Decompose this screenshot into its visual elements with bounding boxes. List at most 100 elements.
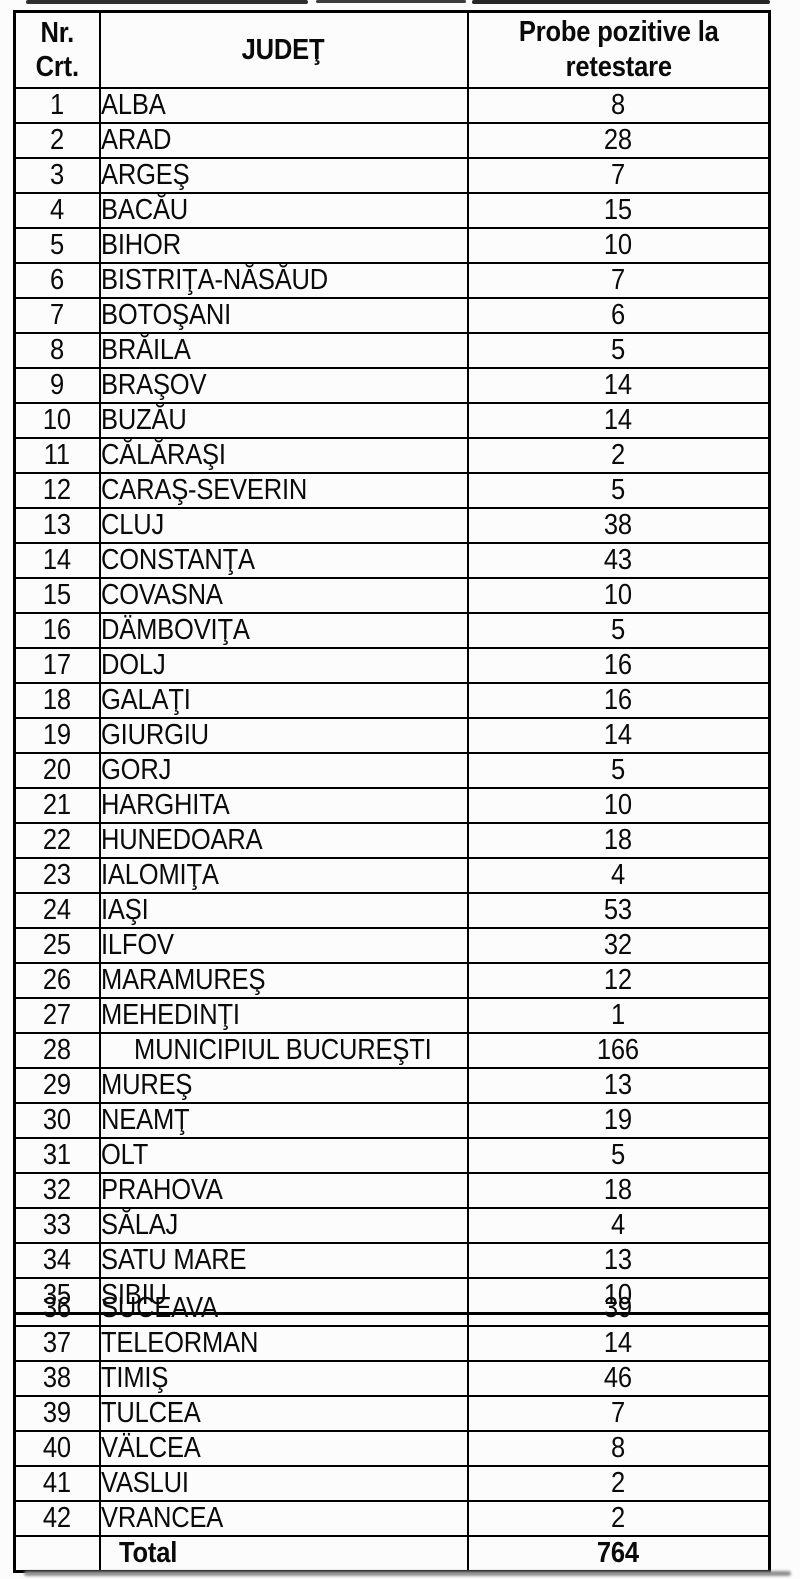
table-row: 2 ARAD 28 bbox=[13, 122, 771, 159]
table-row: 20 GORJ 5 bbox=[13, 752, 771, 789]
positive-count: 14 bbox=[604, 404, 633, 436]
county-cell: IALOMIŢA bbox=[98, 857, 469, 894]
positive-count: 14 bbox=[604, 719, 633, 751]
counties-table-part2: 36 SUCEAVA 39 37 TELEORMAN 14 38 TIMIŞ 46 39 TULCE… bbox=[13, 1292, 771, 1573]
county-cell: BACĂU bbox=[98, 192, 469, 229]
positive-count: 4 bbox=[611, 1209, 626, 1241]
value-cell: 10 bbox=[466, 787, 771, 824]
row-number-cell: 36 bbox=[13, 1292, 101, 1327]
header-row: Nr. Crt. JUDEŢ Probe pozitive la retesta… bbox=[13, 10, 771, 89]
county-cell: MEHEDINŢI bbox=[98, 997, 469, 1034]
row-number: 34 bbox=[43, 1244, 72, 1276]
row-number-cell: 6 bbox=[13, 262, 101, 299]
county-cell: HARGHITA bbox=[98, 787, 469, 824]
value-cell: 15 bbox=[466, 192, 771, 229]
positive-count: 10 bbox=[604, 789, 633, 821]
positive-count: 7 bbox=[611, 159, 626, 191]
county-name: MEHEDINŢI bbox=[100, 999, 240, 1031]
row-number-cell: 23 bbox=[13, 857, 101, 894]
positive-count: 5 bbox=[611, 614, 626, 646]
row-number-cell: 38 bbox=[13, 1360, 101, 1397]
positive-count: 38 bbox=[604, 509, 633, 541]
county-cell: TELEORMAN bbox=[98, 1325, 469, 1362]
table-row: 1 ALBA 8 bbox=[13, 87, 771, 124]
county-name: TIMIŞ bbox=[100, 1362, 168, 1394]
row-number-cell: 31 bbox=[13, 1137, 101, 1174]
value-cell: 7 bbox=[466, 157, 771, 194]
table-row: 5 BIHOR 10 bbox=[13, 227, 771, 264]
county-name: BRAŞOV bbox=[100, 369, 206, 401]
county-cell: SATU MARE bbox=[98, 1242, 469, 1279]
positive-count: 28 bbox=[604, 124, 633, 156]
county-name: VASLUI bbox=[100, 1467, 189, 1499]
value-cell: 6 bbox=[466, 297, 771, 334]
row-number: 20 bbox=[43, 754, 72, 786]
positive-count: 10 bbox=[604, 579, 633, 611]
row-number-cell: 30 bbox=[13, 1102, 101, 1139]
county-cell: NEAMŢ bbox=[98, 1102, 469, 1139]
value-cell: 16 bbox=[466, 647, 771, 684]
row-number: 25 bbox=[43, 929, 72, 961]
table-row: 16 DÄMBOVIŢA 5 bbox=[13, 612, 771, 649]
row-number: 24 bbox=[43, 894, 72, 926]
value-cell: 5 bbox=[466, 332, 771, 369]
county-cell: TULCEA bbox=[98, 1395, 469, 1432]
table-row: 30 NEAMŢ 19 bbox=[13, 1102, 771, 1139]
row-number-cell: 32 bbox=[13, 1172, 101, 1209]
positive-count: 7 bbox=[611, 1397, 626, 1429]
row-number: 33 bbox=[43, 1209, 72, 1241]
county-name: SATU MARE bbox=[100, 1244, 247, 1276]
positive-count: 10 bbox=[604, 229, 633, 261]
row-number-cell: 28 bbox=[13, 1032, 101, 1069]
county-name: DOLJ bbox=[100, 649, 166, 681]
row-number-cell: 37 bbox=[13, 1325, 101, 1362]
table-row: 32 PRAHOVA 18 bbox=[13, 1172, 771, 1209]
row-number: 7 bbox=[50, 299, 65, 331]
value-cell: 10 bbox=[466, 227, 771, 264]
row-number-cell: 34 bbox=[13, 1242, 101, 1279]
positive-count: 166 bbox=[597, 1034, 640, 1066]
county-cell: SUCEAVA bbox=[98, 1292, 469, 1327]
county-name: HARGHITA bbox=[100, 789, 230, 821]
value-cell: 14 bbox=[466, 402, 771, 439]
row-number-cell: 39 bbox=[13, 1395, 101, 1432]
positive-count: 5 bbox=[611, 1139, 626, 1171]
row-number: 40 bbox=[43, 1432, 72, 1464]
county-name: SĂLAJ bbox=[100, 1209, 178, 1241]
total-label-cell: Total bbox=[98, 1536, 469, 1573]
row-number-cell: 33 bbox=[13, 1207, 101, 1244]
county-name: BISTRIŢA-NĂSĂUD bbox=[100, 264, 328, 296]
county-cell: BUZĂU bbox=[98, 402, 469, 439]
value-cell: 46 bbox=[466, 1360, 771, 1397]
table-row: 31 OLT 5 bbox=[13, 1137, 771, 1174]
positive-count: 8 bbox=[611, 89, 626, 121]
positive-count: 12 bbox=[604, 964, 633, 996]
value-cell: 12 bbox=[466, 962, 771, 999]
positive-count: 14 bbox=[604, 1327, 633, 1359]
county-cell: CONSTANŢA bbox=[98, 542, 469, 579]
counties-table-part1: Nr. Crt. JUDEŢ Probe pozitive la retesta… bbox=[13, 10, 771, 1315]
positive-count: 2 bbox=[611, 439, 626, 471]
row-number-cell: 15 bbox=[13, 577, 101, 614]
row-number-cell: 16 bbox=[13, 612, 101, 649]
value-cell: 18 bbox=[466, 1172, 771, 1209]
table-row: 3 ARGEŞ 7 bbox=[13, 157, 771, 194]
value-cell: 2 bbox=[466, 1500, 771, 1537]
scan-artifact-top bbox=[472, 0, 770, 4]
county-name: BIHOR bbox=[100, 229, 181, 261]
total-empty-cell bbox=[13, 1536, 101, 1573]
positive-count: 2 bbox=[611, 1467, 626, 1499]
row-number: 38 bbox=[43, 1362, 72, 1394]
county-cell: TIMIŞ bbox=[98, 1360, 469, 1397]
positive-count: 53 bbox=[604, 894, 633, 926]
row-number: 4 bbox=[50, 194, 65, 226]
county-name: GIURGIU bbox=[100, 719, 209, 751]
positive-count: 32 bbox=[604, 929, 633, 961]
county-name: VRANCEA bbox=[100, 1502, 223, 1534]
county-name: VÄLCEA bbox=[100, 1432, 201, 1464]
row-number-cell: 5 bbox=[13, 227, 101, 264]
table-row: 34 SATU MARE 13 bbox=[13, 1242, 771, 1279]
row-number-cell: 7 bbox=[13, 297, 101, 334]
county-cell: GIURGIU bbox=[98, 717, 469, 754]
county-name: CLUJ bbox=[100, 509, 164, 541]
